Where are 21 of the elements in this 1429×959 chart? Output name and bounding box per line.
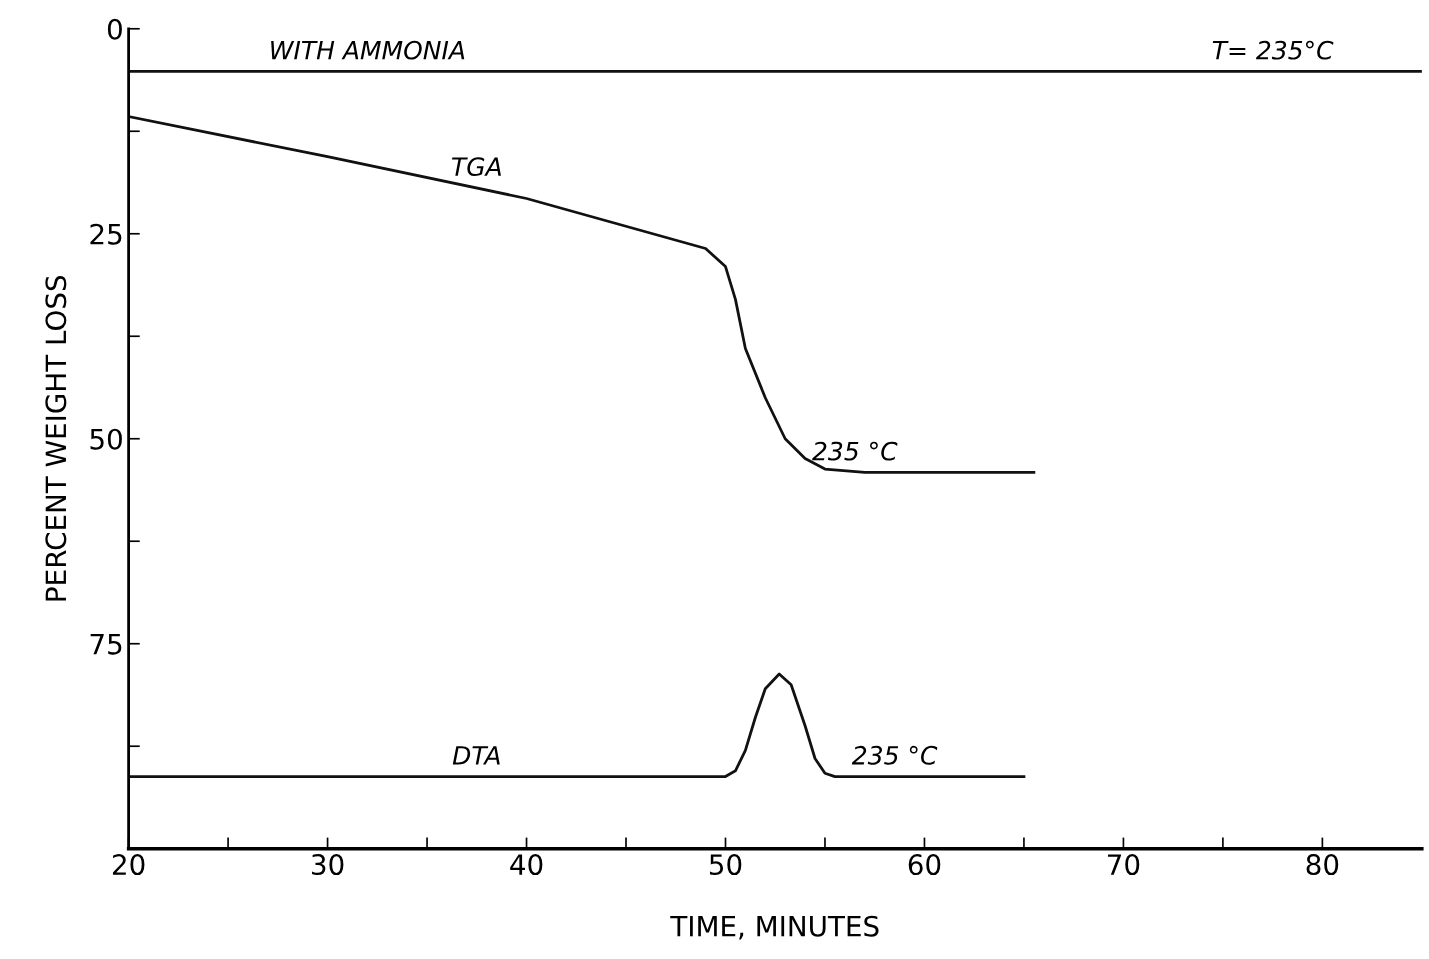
x-tick-label: 50 bbox=[709, 854, 742, 876]
annotation: DTA bbox=[452, 746, 500, 765]
x-tick-label: 20 bbox=[112, 854, 145, 876]
line-series bbox=[128, 672, 1026, 778]
x-tick-label: 70 bbox=[1108, 854, 1140, 876]
y-tick-label: 25 bbox=[90, 223, 122, 245]
x-tick-label: 80 bbox=[1306, 854, 1339, 876]
y-axis-title: PERCENT WEIGHT LOSS bbox=[45, 275, 67, 601]
x-axis-title: TIME, MINUTES bbox=[670, 915, 879, 940]
x-tick-label: 30 bbox=[312, 854, 344, 876]
y-tick-label: 50 bbox=[90, 428, 122, 450]
annotation: 235 °C bbox=[812, 441, 898, 461]
y-tick-label: 0 bbox=[107, 18, 122, 40]
annotation: 235 °C bbox=[851, 745, 938, 765]
annotation: WITH AMMONIA bbox=[271, 40, 465, 60]
annotation: T= 235°C bbox=[1212, 40, 1334, 60]
annotation: TGA bbox=[451, 157, 501, 177]
x-tick-label: 40 bbox=[510, 854, 543, 876]
x-tick-label: 60 bbox=[908, 854, 941, 876]
line-series bbox=[128, 115, 1036, 474]
y-tick-label: 75 bbox=[90, 634, 122, 655]
